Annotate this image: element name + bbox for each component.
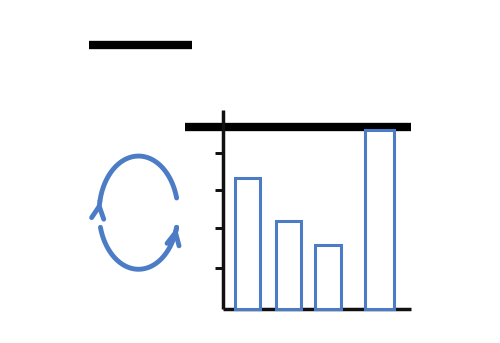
Bar (365, 130, 394, 309)
Bar (234, 178, 260, 309)
Bar (315, 245, 341, 309)
Bar (276, 221, 301, 309)
